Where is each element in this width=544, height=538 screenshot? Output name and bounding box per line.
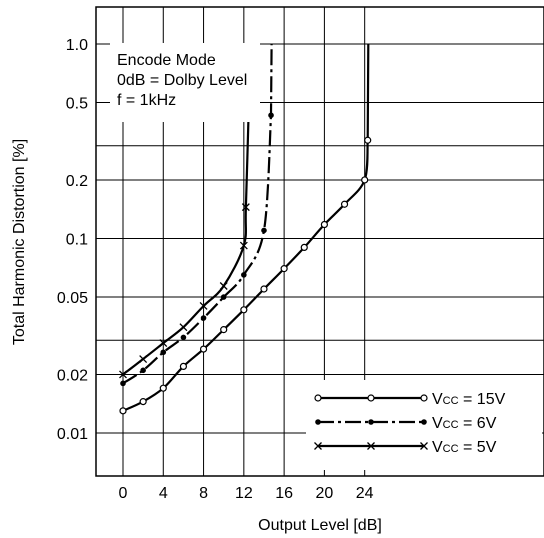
data-point bbox=[179, 362, 188, 370]
legend-marker bbox=[315, 419, 321, 425]
data-point bbox=[160, 349, 167, 356]
data-point bbox=[361, 176, 369, 184]
data-point bbox=[199, 301, 208, 310]
x-tick-label: 4 bbox=[159, 485, 168, 502]
data-point bbox=[241, 272, 247, 278]
data-point bbox=[220, 326, 228, 334]
data-point bbox=[120, 380, 126, 387]
data-point bbox=[159, 384, 167, 392]
legend-marker bbox=[367, 394, 375, 402]
legend-marker bbox=[314, 442, 322, 450]
annotation-mode: Encode Mode bbox=[117, 52, 216, 69]
plot-frame bbox=[95, 6, 544, 477]
data-point bbox=[180, 334, 187, 341]
data-point bbox=[220, 294, 227, 300]
annotation-frequency: f = 1kHz bbox=[117, 92, 176, 109]
y-tick-label: 1.0 bbox=[66, 37, 88, 54]
data-point bbox=[300, 243, 308, 251]
annotation-reference: 0dB = Dolby Level bbox=[117, 72, 247, 89]
x-tick-label: 16 bbox=[275, 485, 293, 502]
data-series bbox=[119, 43, 372, 415]
legend-entries: VCC = 15V VCC = 6V VCC = 5V bbox=[314, 391, 506, 456]
legend-marker bbox=[314, 394, 322, 402]
x-axis-title: Output Level [dB] bbox=[258, 517, 382, 534]
legend-marker bbox=[420, 394, 428, 402]
y-axis-title: Total Harmonic Distortion [%] bbox=[11, 139, 28, 345]
legend-marker bbox=[420, 442, 428, 450]
data-point bbox=[219, 282, 228, 290]
data-point bbox=[268, 112, 274, 119]
y-tick-label: 0.05 bbox=[57, 290, 88, 307]
series-cross bbox=[119, 43, 253, 379]
legend-label: VCC = 5V bbox=[432, 439, 497, 456]
data-point bbox=[340, 200, 349, 208]
x-tick-label: 8 bbox=[199, 485, 208, 502]
data-point bbox=[239, 241, 248, 250]
x-tick-label: 24 bbox=[356, 485, 374, 502]
annotation-box bbox=[110, 43, 260, 122]
tick-labels: 0 4 8 12 16 20 24 0.01 0.02 0.05 0.1 0.2 0.5 1.0 bbox=[57, 37, 374, 502]
data-point bbox=[199, 345, 208, 353]
legend-marker bbox=[421, 419, 427, 425]
series-line bbox=[122, 43, 273, 385]
data-point bbox=[140, 367, 146, 374]
legend-entry: VCC = 6V bbox=[315, 415, 497, 432]
y-tick-label: 0.02 bbox=[57, 367, 88, 384]
x-tick-label: 12 bbox=[235, 485, 253, 502]
legend-entry: VCC = 15V bbox=[314, 391, 506, 408]
legend-marker bbox=[367, 442, 375, 450]
y-tick-label: 0.5 bbox=[66, 96, 88, 113]
data-point bbox=[159, 339, 168, 348]
data-point bbox=[364, 136, 372, 144]
x-tick-label: 0 bbox=[119, 485, 128, 502]
data-point bbox=[240, 306, 248, 314]
data-point bbox=[139, 398, 147, 406]
data-point bbox=[179, 323, 188, 332]
y-tick-label: 0.2 bbox=[66, 173, 88, 190]
data-point bbox=[200, 315, 207, 321]
data-point bbox=[320, 220, 328, 229]
data-point bbox=[119, 407, 127, 415]
data-point bbox=[139, 355, 148, 364]
data-point bbox=[261, 227, 267, 234]
legend-label: VCC = 15V bbox=[432, 391, 506, 408]
legend-marker bbox=[368, 419, 374, 425]
data-point bbox=[280, 265, 288, 273]
data-point bbox=[241, 203, 250, 212]
legend-box bbox=[306, 380, 542, 470]
y-tick-label: 0.01 bbox=[57, 426, 88, 443]
legend: VCC = 15V VCC = 6V VCC = 5V bbox=[306, 380, 542, 470]
y-tick-label: 0.1 bbox=[66, 232, 88, 249]
legend-label: VCC = 6V bbox=[432, 415, 497, 432]
series-dot bbox=[120, 43, 274, 387]
legend-entry: VCC = 5V bbox=[314, 439, 497, 456]
data-point bbox=[119, 370, 127, 379]
series-circle bbox=[119, 43, 372, 415]
grid-lines bbox=[96, 7, 544, 476]
data-point bbox=[260, 285, 268, 293]
x-tick-label: 20 bbox=[316, 485, 334, 502]
